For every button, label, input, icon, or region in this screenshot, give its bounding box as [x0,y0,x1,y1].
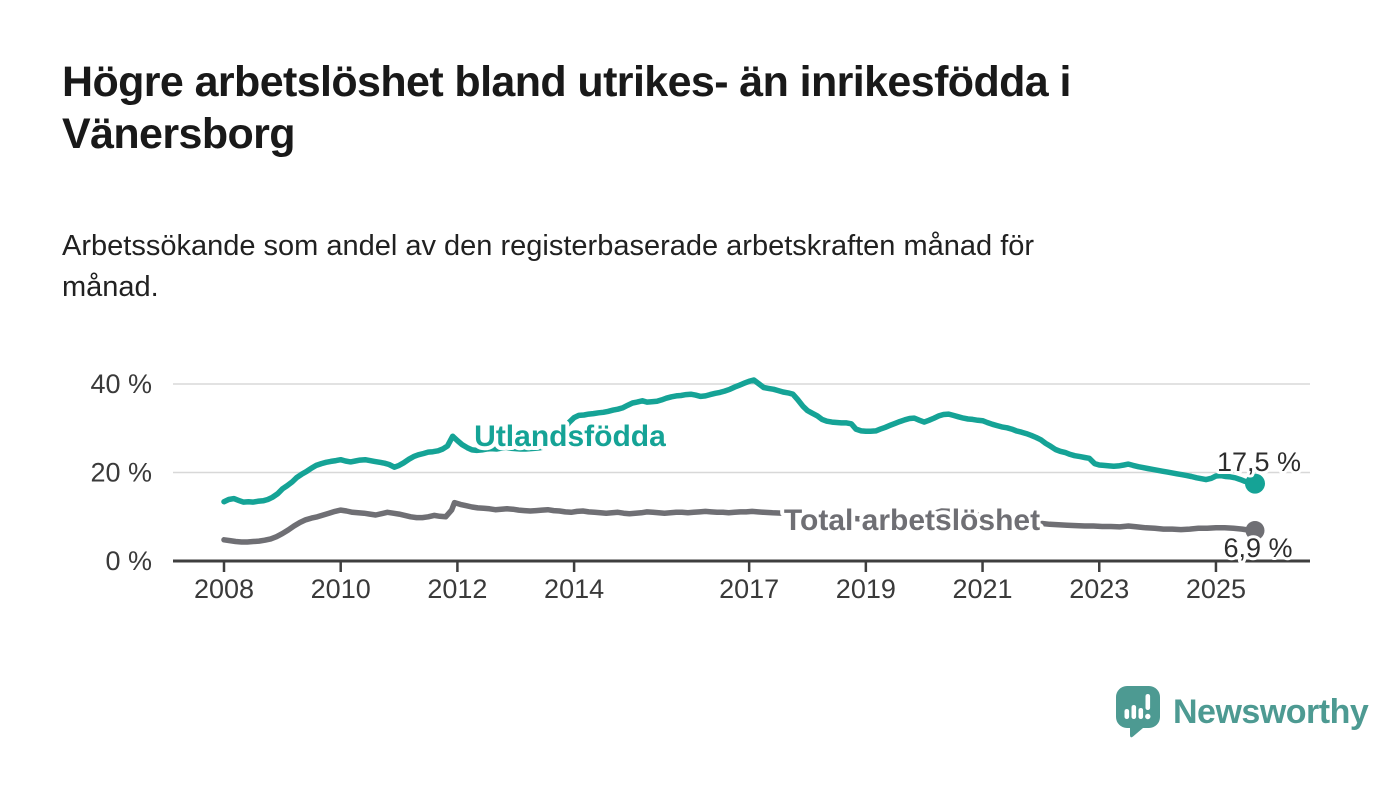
x-tick-label: 2014 [544,574,604,604]
x-tick-label: 2017 [719,574,779,604]
chart-subtitle: Arbetssökande som andel av den registerb… [62,230,1035,304]
x-tick-label: 2012 [427,574,487,604]
brand-footer: Newsworthy [1116,686,1369,738]
series-endpoint-utlandsfodda [1245,473,1265,494]
y-tick-label: 40 % [90,369,152,399]
x-tick-label: 2008 [194,574,254,604]
line-chart: 0 % 20 % 40 % 2008 2010 2012 2014 2017 2019 2021… [90,369,1310,604]
x-axis: 2008 2010 2012 2014 2017 2019 2021 2023 2025 [173,559,1310,604]
y-tick-label: 20 % [90,458,152,488]
newsworthy-logo-icon [1116,686,1160,738]
series-line-total-arbetsloshet [221,499,1258,545]
end-value-label-total-arbetsloshet: 6,9 % [1223,533,1292,563]
series-line-utlandsfodda [221,377,1258,505]
series-endpoint-total-arbetsloshet [1245,521,1265,540]
chart-title: Högre arbetslöshet bland utrikes- än inr… [62,58,1071,159]
x-tick-label: 2010 [311,574,371,604]
x-tick-label: 2019 [836,574,896,604]
gridlines: 0 % 20 % 40 % [90,369,1310,576]
y-tick-label: 0 % [105,546,152,576]
end-value-label-utlandsfodda: 17,5 % [1217,447,1301,477]
x-tick-label: 2025 [1186,574,1246,604]
series-label-utlandsfodda: Utlandsfödda [474,420,666,453]
brand-name: Newsworthy [1173,692,1369,731]
x-tick-label: 2023 [1069,574,1129,604]
x-tick-label: 2021 [953,574,1013,604]
series-label-total-arbetsloshet: Total arbetslöshet [784,504,1040,537]
